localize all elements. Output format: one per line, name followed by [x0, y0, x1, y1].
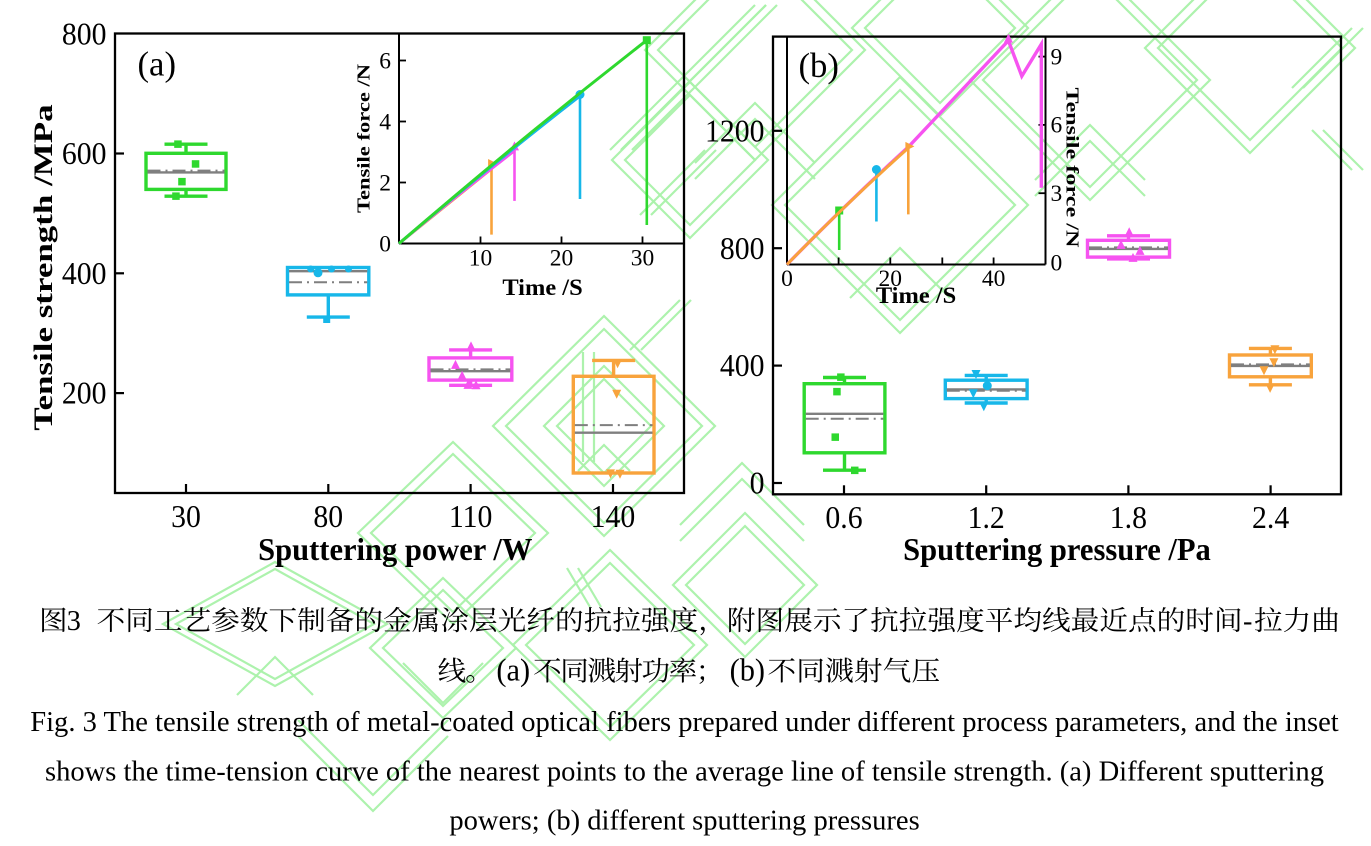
svg-text:1200: 1200	[705, 112, 765, 148]
svg-text:0.6: 0.6	[825, 499, 862, 535]
svg-text:Sputtering pressure /Pa: Sputtering pressure /Pa	[903, 531, 1211, 567]
svg-text:Tensile force /N: Tensile force /N	[1062, 88, 1082, 249]
svg-text:6: 6	[379, 48, 391, 74]
svg-text:800: 800	[62, 15, 107, 51]
svg-text:200: 200	[62, 375, 107, 411]
svg-text:(b): (b)	[730, 652, 765, 688]
svg-text:3: 3	[1051, 181, 1063, 207]
svg-text:2: 2	[379, 170, 391, 196]
svg-text:powers; (b) different sputteri: powers; (b) different sputtering pressur…	[449, 804, 919, 836]
svg-text:800: 800	[720, 230, 765, 266]
svg-text:Time /S: Time /S	[502, 275, 582, 300]
svg-text:0: 0	[750, 465, 765, 501]
svg-text:20: 20	[550, 246, 574, 272]
svg-text:1.8: 1.8	[1110, 499, 1147, 535]
svg-text:(b): (b)	[799, 46, 839, 85]
svg-text:shows the time-tension curve o: shows the time-tension curve of the near…	[45, 755, 1324, 787]
svg-text:9: 9	[1051, 44, 1063, 70]
svg-text:0: 0	[1051, 250, 1063, 276]
svg-text:600: 600	[62, 135, 107, 171]
svg-text:30: 30	[171, 498, 201, 534]
svg-text:Tensile force /N: Tensile force /N	[354, 64, 373, 213]
svg-text:0: 0	[379, 231, 391, 257]
svg-text:Sputtering power /W: Sputtering power /W	[258, 531, 532, 567]
svg-text:140: 140	[591, 498, 636, 534]
svg-text:110: 110	[449, 498, 493, 534]
svg-text:(a): (a)	[496, 652, 530, 688]
svg-text:-: -	[1243, 605, 1252, 637]
svg-text:Time /S: Time /S	[876, 283, 956, 308]
svg-text:2.4: 2.4	[1252, 499, 1289, 535]
svg-text:1.2: 1.2	[968, 499, 1005, 535]
svg-text:30: 30	[631, 246, 655, 272]
svg-text:4: 4	[379, 109, 391, 135]
svg-text:Fig. 3 The tensile strength of: Fig. 3 The tensile strength of metal-coa…	[30, 706, 1338, 738]
svg-text:40: 40	[982, 266, 1006, 292]
svg-text:(a): (a)	[138, 45, 177, 84]
svg-text:20: 20	[879, 266, 903, 292]
svg-text:6: 6	[1051, 113, 1063, 139]
svg-text:3: 3	[67, 605, 81, 637]
svg-text:400: 400	[720, 347, 765, 383]
svg-text:400: 400	[62, 255, 107, 291]
svg-text:Tensile strength /MPa: Tensile strength /MPa	[29, 104, 58, 430]
svg-text:10: 10	[469, 246, 493, 272]
svg-text:0: 0	[781, 266, 793, 292]
svg-text:80: 80	[313, 498, 343, 534]
